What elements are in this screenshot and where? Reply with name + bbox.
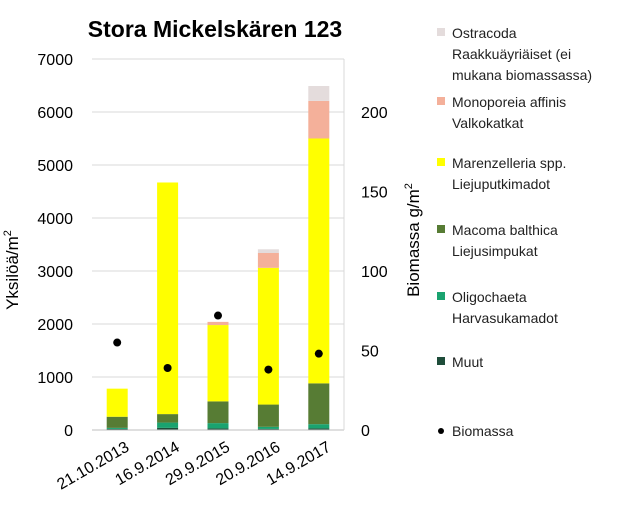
legend-label: Marenzelleria spp. [452, 155, 566, 171]
legend-item: Muut [437, 354, 483, 370]
x-axis-ticks: 21.10.201316.9.201429.9.201520.9.201614.… [54, 439, 334, 494]
bar-segment [308, 138, 330, 384]
legend-dot [438, 428, 444, 434]
bar-segment [207, 401, 229, 424]
legend-label: Liejusimpukat [452, 243, 538, 259]
legend-swatch [437, 158, 445, 166]
legend-label: Liejuputkimadot [452, 176, 550, 192]
bar-segment [207, 321, 229, 326]
bar-segment [207, 423, 229, 429]
legend: Ostracoda Raakkuäyriäiset (ei mukana bioma… [437, 25, 592, 439]
chart-title: Stora Mickelskären 123 [88, 16, 342, 42]
bar-segment [257, 252, 279, 268]
bar-segment [157, 427, 179, 430]
bars [106, 86, 330, 430]
bar-segment [257, 267, 279, 405]
legend-swatch [437, 97, 445, 105]
legend-label: Muut [452, 354, 483, 370]
bar-segment [106, 427, 128, 429]
bar-segment [308, 100, 330, 139]
legend-label: Macoma balthica [452, 222, 558, 238]
bar-segment [157, 414, 179, 423]
y-tick-label: 7000 [37, 52, 73, 69]
legend-item: Oligochaeta Harvasukamadot [437, 289, 558, 326]
legend-swatch [437, 225, 445, 233]
bar-segment [157, 422, 179, 428]
y-axis-title: Yksilöä/m2 [2, 230, 22, 310]
y2-tick-label: 150 [361, 184, 388, 201]
legend-label: Valkokatkat [452, 115, 523, 131]
legend-label: Ostracoda [452, 25, 517, 41]
y-tick-label: 6000 [37, 105, 73, 122]
legend-label: Harvasukamadot [452, 310, 558, 326]
bar-segment [106, 388, 128, 417]
legend-label: Oligochaeta [452, 289, 527, 305]
y-tick-label: 3000 [37, 264, 73, 281]
y-tick-label: 0 [64, 423, 73, 440]
biomass-point [113, 338, 122, 347]
bar-segment [308, 424, 330, 429]
legend-item: Marenzelleria spp. Liejuputkimadot [437, 155, 566, 192]
y-tick-label: 1000 [37, 370, 73, 387]
bar-segment [257, 249, 279, 253]
bar-segment [308, 428, 330, 430]
bar-segment [257, 404, 279, 427]
y2-tick-label: 50 [361, 343, 379, 360]
legend-label: mukana biomassassa) [452, 67, 592, 83]
y-tick-label: 5000 [37, 158, 73, 175]
legend-swatch [437, 357, 445, 365]
y2-tick-label: 0 [361, 423, 370, 440]
bar-segment [157, 182, 179, 415]
legend-swatch [437, 292, 445, 300]
bar-segment [207, 428, 229, 430]
y-tick-label: 2000 [37, 317, 73, 334]
bar-segment [207, 325, 229, 402]
bar-segment [308, 383, 330, 425]
left-axis-ticks: 0 1000 2000 3000 4000 5000 6000 7000 [37, 52, 73, 440]
bar-segment [308, 86, 330, 101]
legend-label: Biomassa [452, 423, 514, 439]
legend-item: Ostracoda Raakkuäyriäiset (ei mukana bioma… [437, 25, 592, 83]
legend-item: Biomassa [438, 423, 514, 439]
bar-segment [106, 428, 128, 430]
bar-segment [106, 416, 128, 428]
y2-axis-title: Biomassa g/m2 [403, 183, 423, 297]
bar-segment [257, 426, 279, 429]
y2-tick-label: 200 [361, 105, 388, 122]
biomass-point [214, 311, 222, 320]
legend-item: Macoma balthica Liejusimpukat [437, 222, 558, 259]
y2-tick-label: 100 [361, 264, 388, 281]
biomass-points [113, 311, 323, 374]
legend-label: Monoporeia affinis [452, 94, 566, 110]
right-axis-ticks: 0 50 100 150 200 [361, 105, 388, 440]
legend-swatch [437, 28, 445, 36]
bar-segment [257, 428, 279, 430]
axes [92, 59, 345, 431]
legend-label: Raakkuäyriäiset (ei [452, 46, 571, 62]
legend-item: Monoporeia affinis Valkokatkat [437, 94, 566, 131]
y-tick-label: 4000 [37, 211, 73, 228]
biomass-point [163, 363, 172, 372]
biomass-point [264, 365, 273, 374]
biomass-point [314, 349, 323, 358]
